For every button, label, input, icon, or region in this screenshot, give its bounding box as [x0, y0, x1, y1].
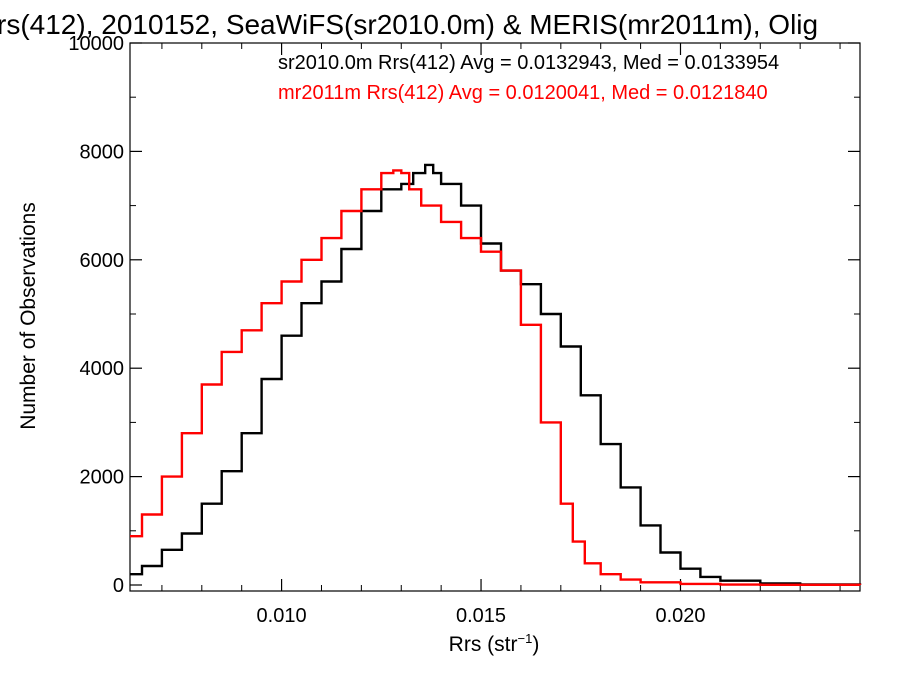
y-tick-label: 10000	[68, 33, 124, 55]
y-tick-label: 6000	[80, 250, 125, 272]
y-tick-label: 4000	[80, 358, 125, 380]
series-line-sr2010	[130, 163, 862, 586]
x-axis-label: Rrs (str−1)	[449, 631, 540, 656]
y-axis-ticks: 0 2000 4000 6000 8000 10000	[68, 33, 860, 597]
x-axis-label-main: Rrs (str	[449, 633, 518, 656]
y-tick-label: 0	[113, 575, 124, 597]
x-axis-label-superscript: −1	[518, 631, 533, 646]
series-lines	[130, 163, 862, 586]
y-tick-label: 8000	[80, 141, 125, 163]
series-line-mr2011m	[130, 169, 862, 586]
legend-entry-sr2010: sr2010.0m Rrs(412) Avg = 0.0132943, Med …	[278, 52, 779, 74]
x-tick-label: 0.010	[257, 605, 307, 627]
plot-area	[129, 42, 861, 592]
y-axis-label: Number of Observations	[17, 202, 40, 430]
chart-title: rs(412), 2010152, SeaWiFS(sr2010.0m) & M…	[0, 9, 818, 40]
x-axis-label-end: )	[532, 633, 539, 656]
x-tick-label: 0.020	[655, 605, 705, 627]
y-tick-label: 2000	[80, 467, 125, 489]
legend-entry-mr2011m: mr2011m Rrs(412) Avg = 0.0120041, Med = …	[278, 82, 768, 104]
x-tick-label: 0.015	[456, 605, 506, 627]
x-axis-ticks: 0.010 0.015 0.020	[161, 43, 841, 627]
